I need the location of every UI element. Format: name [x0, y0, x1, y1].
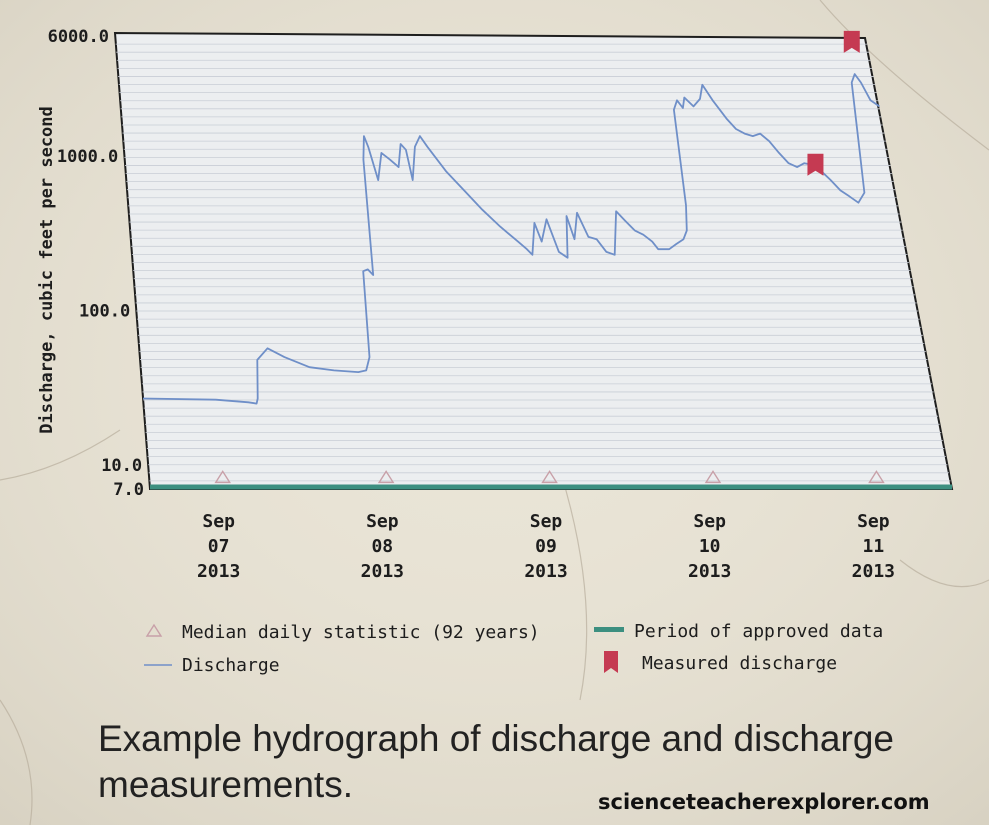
x-tick-label-year: 2013 — [852, 561, 895, 582]
x-tick-label-month: Sep — [857, 511, 890, 532]
x-tick-label-day: 11 — [863, 536, 885, 557]
plot-area — [113, 31, 954, 490]
discharge-line — [142, 73, 880, 405]
y-tick-label: 6000.0 — [48, 27, 109, 47]
legend-triangle-icon — [145, 623, 163, 637]
median-marker — [868, 470, 885, 484]
y-tick-label: 10.0 — [101, 456, 142, 476]
x-tick-label-day: 07 — [208, 536, 230, 557]
measured-discharge-marker — [807, 153, 824, 176]
x-tick-label-year: 2013 — [361, 561, 404, 582]
legend-label: Measured discharge — [642, 653, 837, 674]
watermark-text: scienceteacherexplorer.com — [598, 790, 930, 814]
median-marker — [214, 470, 231, 484]
x-tick-label-month: Sep — [366, 511, 399, 532]
x-tick-label-month: Sep — [693, 511, 726, 532]
x-tick-label-day: 08 — [371, 536, 393, 557]
x-tick-label-day: 10 — [699, 536, 721, 557]
legend-item: Median daily statistic (92 years) — [145, 622, 540, 643]
median-marker — [541, 470, 558, 484]
axes: 6000.0 1000.0 100.0 10.0 7.0 Discharge, cubic… — [37, 27, 895, 582]
legend-item: Measured discharge — [604, 651, 837, 674]
legend-label: Period of approved data — [634, 621, 883, 642]
median-marker — [377, 470, 395, 484]
x-tick-label-day: 09 — [535, 536, 557, 557]
legend-label: Median daily statistic (92 years) — [182, 622, 540, 643]
figure-caption: Example hydrograph of discharge and disc… — [98, 718, 894, 805]
y-tick-label: 1000.0 — [57, 147, 118, 167]
measured-discharge-marker — [843, 30, 860, 53]
legend: Median daily statistic (92 years) Period … — [144, 621, 883, 676]
legend-bar-icon — [594, 627, 624, 632]
y-axis-label: Discharge, cubic feet per second — [37, 106, 57, 434]
legend-flag-icon — [604, 651, 618, 673]
series-layer — [142, 30, 952, 490]
median-marker — [704, 470, 722, 484]
x-tick-label-year: 2013 — [197, 561, 240, 582]
x-tick-label-year: 2013 — [688, 561, 731, 582]
gridlines — [115, 43, 951, 482]
legend-item: Discharge — [144, 655, 280, 676]
y-tick-label: 100.0 — [79, 302, 130, 322]
x-tick-label-month: Sep — [202, 511, 235, 532]
legend-label: Discharge — [182, 655, 280, 676]
legend-item: Period of approved data — [594, 621, 883, 642]
x-tick-label-month: Sep — [530, 511, 563, 532]
y-tick-label: 7.0 — [113, 480, 144, 500]
x-tick-label-year: 2013 — [524, 561, 567, 582]
